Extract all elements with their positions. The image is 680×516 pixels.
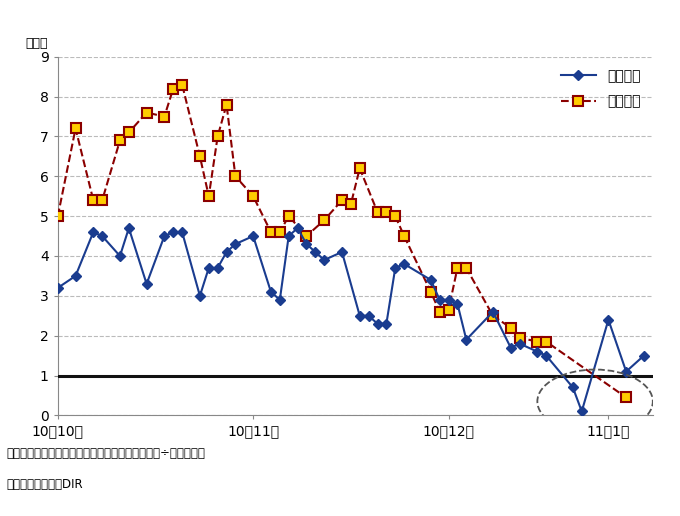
全店貸付 (578, 408, 586, 414)
本店貸付 (116, 137, 124, 143)
本店貸付 (373, 209, 381, 215)
全店貸付 (214, 265, 222, 271)
本店貸付 (338, 197, 346, 203)
本店貸付 (54, 213, 62, 219)
Text: 注：日付はオファー日ベース、応札倍率＝応札額÷オファー額: 注：日付はオファー日ベース、応札倍率＝応札額÷オファー額 (7, 447, 205, 460)
全店貸付 (515, 341, 524, 347)
本店貸付 (178, 82, 186, 88)
全店貸付 (338, 249, 346, 255)
全店貸付 (54, 285, 62, 291)
本店貸付 (160, 114, 169, 120)
本店貸付 (249, 193, 257, 199)
全店貸付 (320, 257, 328, 263)
本店貸付 (515, 334, 524, 341)
全店貸付 (311, 249, 320, 255)
全店貸付 (143, 281, 151, 287)
全店貸付 (507, 345, 515, 351)
全店貸付 (622, 368, 630, 375)
Line: 全店貸付: 全店貸付 (54, 224, 648, 415)
全店貸付 (436, 297, 444, 303)
全店貸付 (400, 261, 408, 267)
全店貸付 (169, 229, 177, 235)
全店貸付 (364, 313, 373, 319)
本店貸付 (507, 325, 515, 331)
全店貸付 (640, 352, 648, 359)
全店貸付 (98, 233, 106, 239)
本店貸付 (205, 193, 213, 199)
全店貸付 (489, 309, 497, 315)
全店貸付 (356, 313, 364, 319)
全店貸付 (222, 249, 231, 255)
全店貸付 (249, 233, 257, 239)
全店貸付 (445, 297, 453, 303)
本店貸付 (533, 338, 541, 345)
全店貸付 (285, 233, 293, 239)
本店貸付 (285, 213, 293, 219)
本店貸付 (462, 265, 471, 271)
Text: 出所：日本銀行、DIR: 出所：日本銀行、DIR (7, 478, 84, 491)
本店貸付 (303, 233, 311, 239)
Text: （倍）: （倍） (25, 37, 48, 50)
全店貸付 (382, 320, 390, 327)
全店貸付 (462, 336, 471, 343)
本店貸付 (143, 109, 151, 116)
本店貸付 (169, 86, 177, 92)
全店貸付 (71, 273, 80, 279)
本店貸付 (214, 133, 222, 139)
全店貸付 (178, 229, 186, 235)
全店貸付 (275, 297, 284, 303)
本店貸付 (445, 307, 453, 313)
本店貸付 (275, 229, 284, 235)
本店貸付 (382, 209, 390, 215)
本店貸付 (356, 165, 364, 171)
本店貸付 (196, 153, 204, 159)
全店貸付 (542, 352, 550, 359)
全店貸付 (196, 293, 204, 299)
本店貸付 (542, 338, 550, 345)
Text: 共通担保資金供給オペレーション（金利入札方式）の応札倍率: 共通担保資金供給オペレーション（金利入札方式）の応札倍率 (8, 12, 299, 30)
本店貸付 (489, 313, 497, 319)
本店貸付 (124, 130, 133, 136)
本店貸付 (347, 201, 355, 207)
本店貸付 (71, 125, 80, 132)
本店貸付 (231, 173, 239, 180)
全店貸付 (116, 253, 124, 259)
本店貸付 (427, 289, 435, 295)
全店貸付 (454, 301, 462, 307)
全店貸付 (373, 320, 381, 327)
Legend: 全店貸付, 本店貸付: 全店貸付, 本店貸付 (556, 63, 646, 114)
本店貸付 (391, 213, 399, 219)
本店貸付 (436, 309, 444, 315)
本店貸付 (98, 197, 106, 203)
本店貸付 (400, 233, 408, 239)
全店貸付 (605, 317, 613, 323)
本店貸付 (622, 394, 630, 400)
本店貸付 (89, 197, 97, 203)
全店貸付 (89, 229, 97, 235)
全店貸付 (533, 348, 541, 354)
Line: 本店貸付: 本店貸付 (53, 80, 631, 402)
全店貸付 (303, 241, 311, 247)
本店貸付 (320, 217, 328, 223)
全店貸付 (427, 277, 435, 283)
本店貸付 (222, 102, 231, 108)
全店貸付 (205, 265, 213, 271)
全店貸付 (124, 225, 133, 231)
全店貸付 (391, 265, 399, 271)
本店貸付 (454, 265, 462, 271)
全店貸付 (231, 241, 239, 247)
全店貸付 (160, 233, 169, 239)
本店貸付 (267, 229, 275, 235)
全店貸付 (267, 289, 275, 295)
全店貸付 (568, 384, 577, 391)
全店貸付 (294, 225, 302, 231)
